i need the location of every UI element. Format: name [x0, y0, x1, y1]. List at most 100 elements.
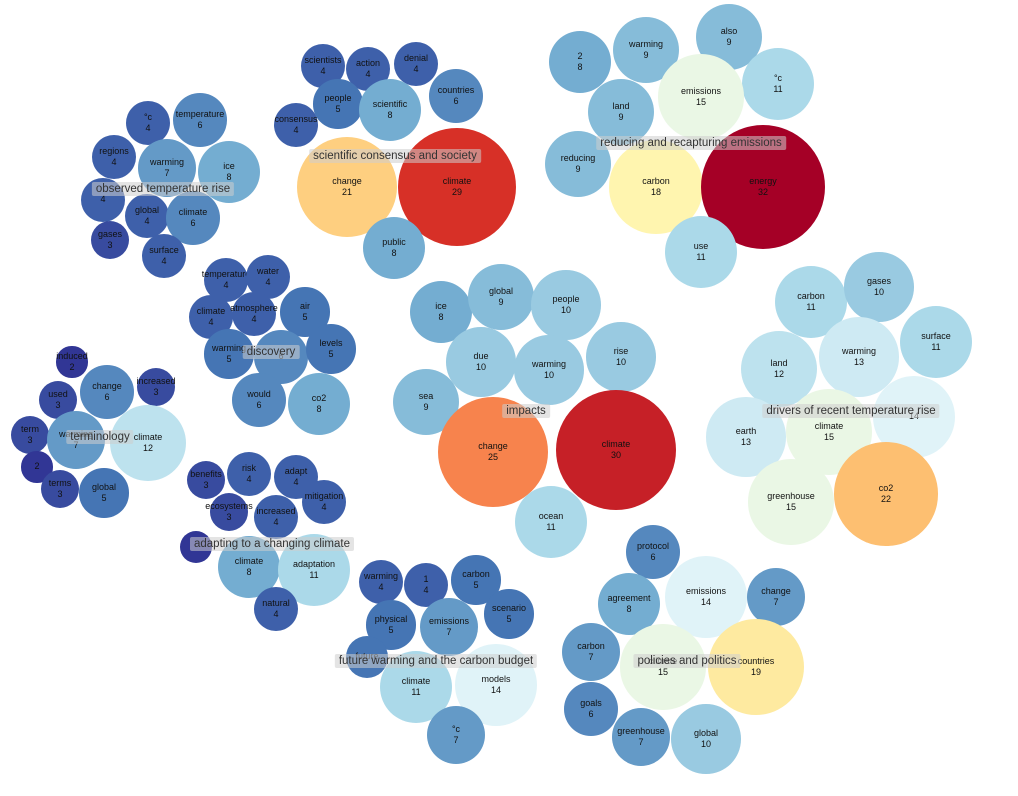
bubble-greenhouse[interactable]: greenhouse 15	[748, 459, 834, 545]
bubble-global[interactable]: global 10	[671, 704, 741, 774]
bubble-consensus[interactable]: consensus 4	[274, 103, 318, 147]
bubble-count: 3	[55, 399, 61, 410]
bubble-emissions[interactable]: emissions 7	[419, 597, 479, 657]
bubble-count: 10	[543, 369, 554, 380]
bubble-count: 3	[107, 239, 113, 250]
bubble-global[interactable]: global 4	[125, 194, 169, 238]
bubble--c[interactable]: °c 7	[426, 705, 486, 765]
bubble-word: global	[693, 727, 718, 738]
bubble-land[interactable]: land 9	[588, 79, 654, 145]
bubble-induced[interactable]: induced 2	[56, 346, 88, 378]
bubble-gases[interactable]: gases 3	[90, 220, 130, 260]
bubble-denial[interactable]: denial 4	[394, 42, 438, 86]
bubble-warming[interactable]: warming 13	[819, 317, 899, 397]
bubble-people[interactable]: people 10	[531, 270, 601, 340]
bubble-word: ice	[435, 300, 447, 311]
bubble-increased[interactable]: increased 3	[136, 367, 176, 407]
bubble-count: 6	[588, 708, 594, 719]
bubble-word: greenhouse	[617, 725, 665, 736]
bubble-public[interactable]: public 8	[362, 216, 426, 280]
bubble-emissions[interactable]: emissions 15	[658, 54, 744, 140]
bubble-levels[interactable]: levels 5	[306, 324, 356, 374]
bubble-temperature[interactable]: temperature 6	[173, 93, 227, 147]
bubble-use[interactable]: use 11	[664, 215, 738, 289]
bubble-word: scenario	[491, 602, 526, 613]
bubble-adapt[interactable]: adapt 4	[274, 455, 318, 499]
bubble-count: 11	[931, 341, 941, 352]
bubble-people[interactable]: people 5	[313, 79, 363, 129]
bubble-count: 13	[853, 356, 864, 367]
bubble-ocean[interactable]: ocean 11	[514, 485, 588, 559]
bubble-co2[interactable]: co2 22	[834, 442, 938, 546]
bubble-word: air	[299, 300, 310, 311]
bubble-carbon[interactable]: carbon 7	[561, 622, 621, 682]
bubble-warming[interactable]: warming 4	[359, 560, 403, 604]
bubble-count: 7	[588, 651, 594, 662]
bubble-count: 4	[223, 280, 229, 290]
bubble-benefits[interactable]: benefits 3	[186, 460, 226, 500]
bubble-change[interactable]: change 6	[80, 365, 134, 419]
bubble-count: 4	[423, 585, 429, 595]
bubble-count: 6	[453, 95, 459, 106]
bubble-count: 4	[321, 502, 327, 512]
bubble-word: adapt	[284, 465, 308, 476]
bubble-count: 8	[387, 109, 393, 120]
bubble-count: 12	[773, 368, 784, 379]
bubble-word: induced	[56, 350, 88, 361]
bubble-count: 3	[226, 511, 232, 522]
bubble-goals[interactable]: goals 6	[564, 682, 618, 736]
bubble-count: 15	[785, 501, 796, 512]
bubble-term[interactable]: term 3	[10, 415, 50, 455]
bubble-count: 5	[335, 103, 341, 114]
bubble-terms[interactable]: terms 3	[40, 469, 80, 509]
bubble-word: warming	[363, 570, 398, 581]
bubble-due[interactable]: due 10	[446, 327, 516, 397]
bubble-change[interactable]: change 7	[746, 567, 806, 627]
bubble-risk[interactable]: risk 4	[227, 452, 271, 496]
bubble-increased[interactable]: increased 4	[254, 495, 298, 539]
bubble-greenhouse[interactable]: greenhouse 7	[611, 707, 671, 767]
bubble-word: would	[247, 388, 271, 399]
bubble-scenario[interactable]: scenario 5	[484, 589, 534, 639]
bubble-global[interactable]: global 9	[468, 264, 534, 330]
bubble-temperature[interactable]: temperature 4	[202, 258, 250, 302]
bubble-ecosystems[interactable]: ecosystems 3	[205, 492, 253, 532]
bubble-climate[interactable]: climate 29	[397, 127, 517, 247]
bubble-atmosphere[interactable]: atmosphere 4	[230, 292, 278, 336]
bubble-global[interactable]: global 5	[79, 468, 129, 518]
bubble-rise[interactable]: rise 10	[586, 322, 656, 392]
bubble-count: 4	[208, 317, 214, 327]
bubble-climate[interactable]: climate 6	[166, 191, 220, 245]
bubble-regions[interactable]: regions 4	[92, 135, 136, 179]
bubble-word: energy	[749, 175, 777, 186]
bubble-would[interactable]: would 6	[232, 373, 286, 427]
bubble-word: surface	[921, 330, 951, 341]
bubble-count: 8	[246, 566, 252, 577]
bubble-protocol[interactable]: protocol 6	[626, 525, 680, 579]
bubble-co2[interactable]: co2 8	[287, 372, 351, 436]
bubble-surface[interactable]: surface 4	[142, 234, 186, 278]
bubble-surface[interactable]: surface 11	[899, 305, 973, 379]
bubble-count: 32	[757, 186, 768, 197]
bubble--c[interactable]: °c 4	[126, 101, 170, 145]
bubble-countries[interactable]: countries 6	[429, 69, 483, 123]
bubble-mitigation[interactable]: mitigation 4	[302, 480, 346, 524]
bubble-warming[interactable]: warming 10	[514, 335, 584, 405]
bubble-word: warming	[628, 38, 663, 49]
bubble-word: term	[20, 423, 39, 434]
bubble-word: warming	[149, 156, 184, 167]
bubble-natural[interactable]: natural 4	[254, 587, 298, 631]
bubble-scientific[interactable]: scientific 8	[358, 78, 422, 142]
bubble-word: carbon	[642, 175, 670, 186]
bubble-climate[interactable]: climate 30	[555, 389, 677, 511]
bubble-word: emissions	[680, 85, 721, 96]
bubble-gases[interactable]: gases 10	[844, 252, 914, 322]
bubble-water[interactable]: water 4	[246, 255, 290, 299]
bubble-land[interactable]: land 12	[740, 330, 818, 408]
bubble--c[interactable]: °c 11	[741, 47, 815, 121]
bubble-word: risk	[242, 462, 256, 473]
bubble-word: terms	[48, 477, 72, 488]
